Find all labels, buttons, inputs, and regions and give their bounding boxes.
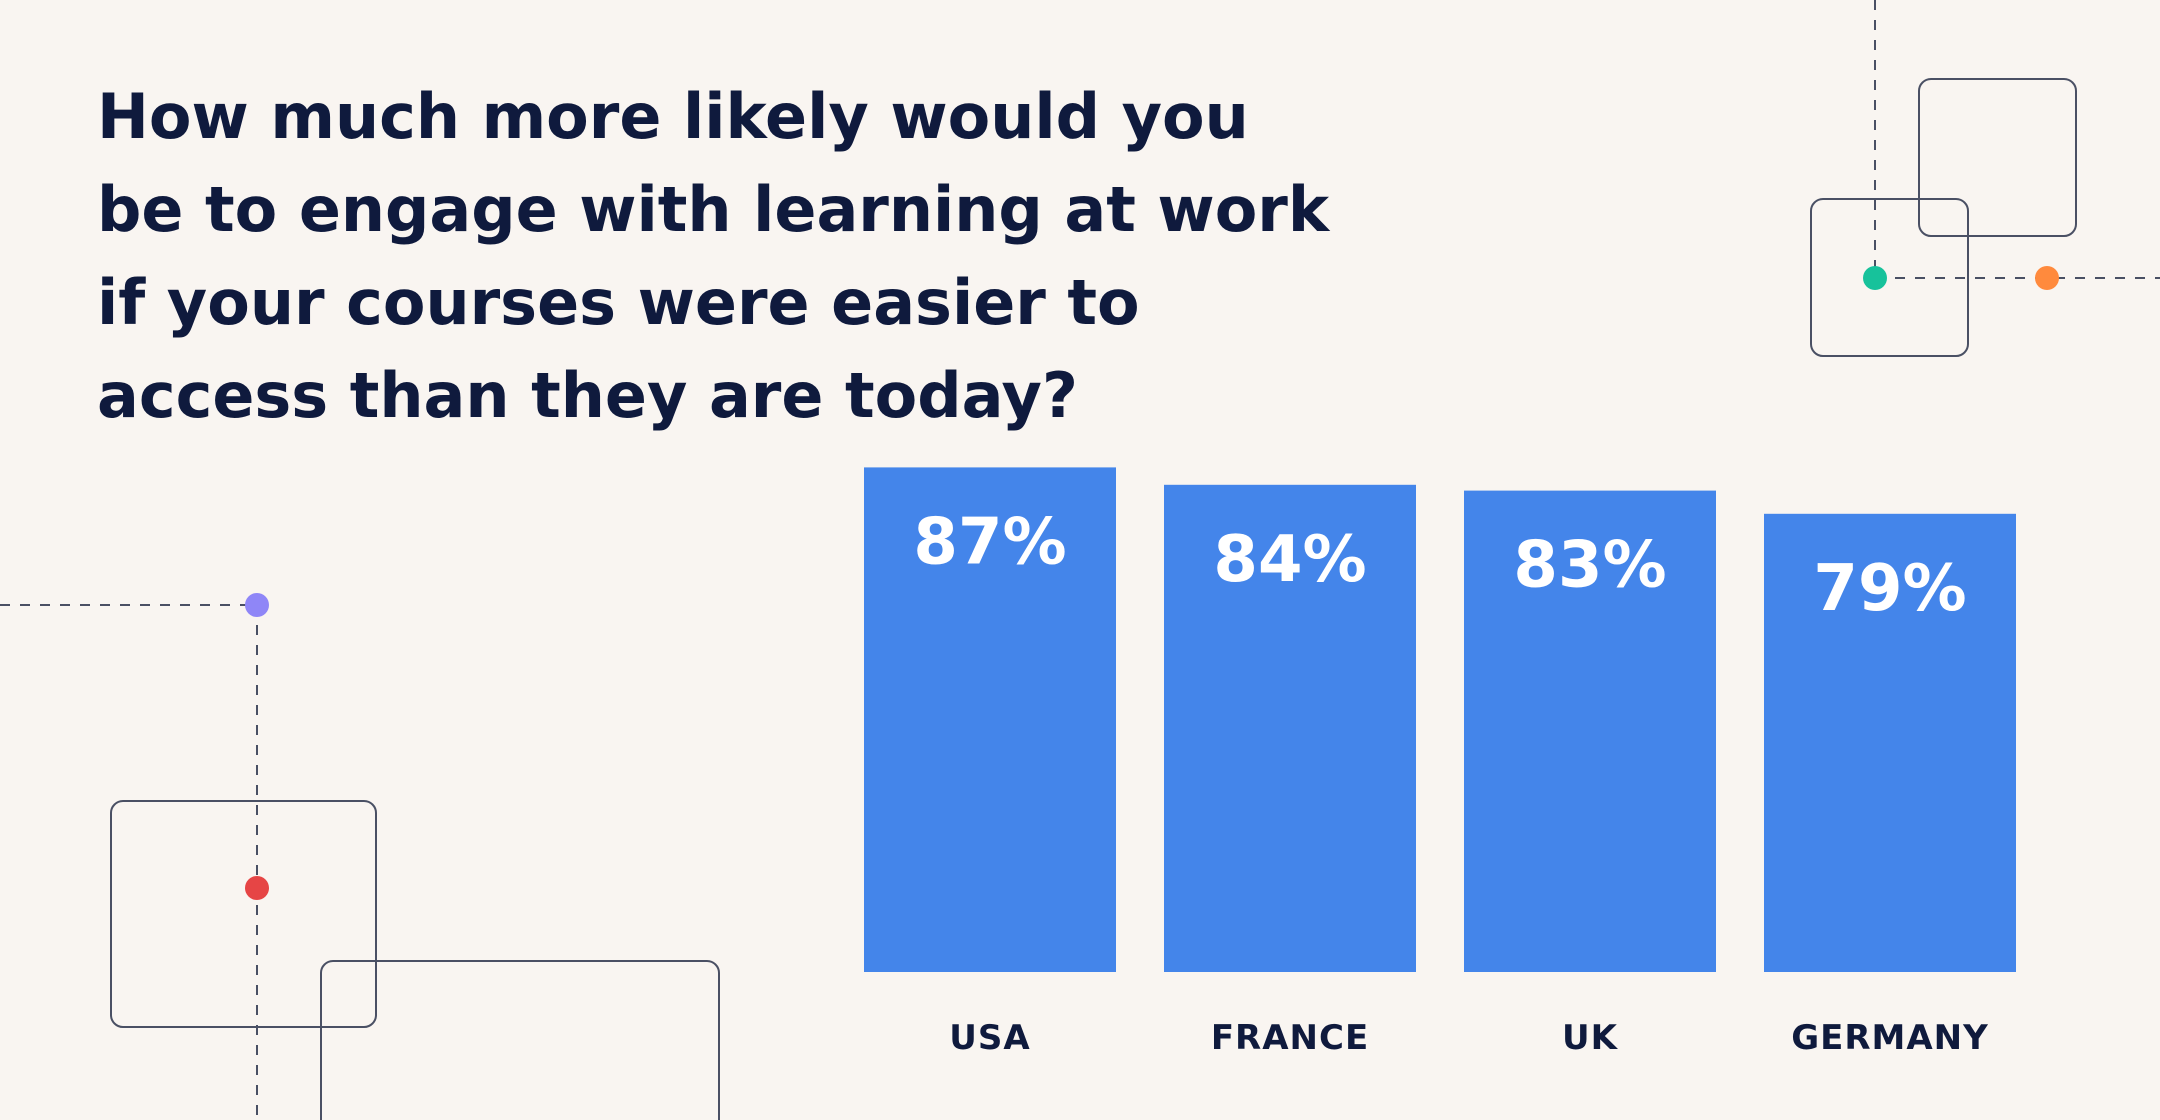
bar-value-label: 79% xyxy=(1813,552,1966,626)
category-label: GERMANY xyxy=(1791,1018,1989,1058)
category-label: USA xyxy=(949,1018,1030,1058)
bar-value-label: 87% xyxy=(913,505,1066,579)
category-label: FRANCE xyxy=(1211,1018,1369,1058)
bar-value-label: 84% xyxy=(1213,523,1366,597)
bar-value-label: 83% xyxy=(1513,529,1666,603)
category-label: UK xyxy=(1562,1018,1619,1058)
